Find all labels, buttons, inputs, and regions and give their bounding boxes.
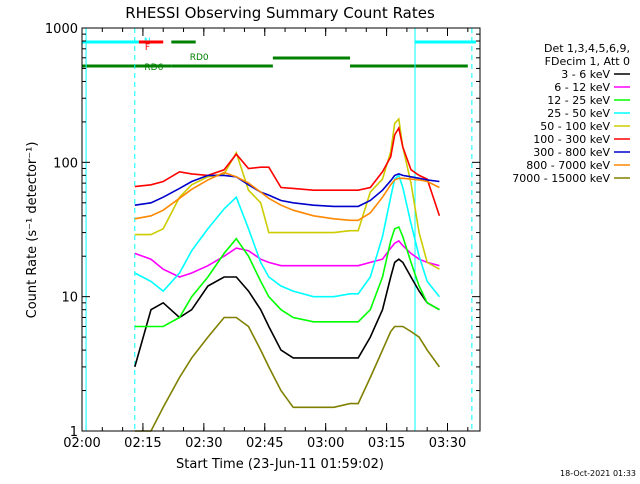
legend-entry-label: 25 - 50 keV — [547, 107, 610, 120]
series-line-3-6-kev — [134, 258, 440, 368]
x-tick-label: 03:00 — [307, 436, 344, 451]
y-tick-label: 10 — [61, 291, 78, 306]
legend-header-line: Det 1,3,4,5,6,9, — [544, 42, 630, 55]
vertical-markers-layer — [85, 28, 473, 431]
series-line-100-300-kev — [134, 125, 441, 217]
x-tick-label: 02:00 — [63, 436, 100, 451]
legend-entry-label: 50 - 100 keV — [540, 120, 610, 133]
series-line-25-50-kev — [134, 173, 441, 298]
y-tick-label: 1 — [70, 425, 78, 440]
x-axis-label: Start Time (23-Jun-11 01:59:02) — [176, 457, 384, 472]
flag-label: F — [145, 43, 150, 53]
series-line-7000-15000-kev — [134, 316, 441, 432]
chart-title: RHESSI Observing Summary Count Rates — [125, 4, 435, 22]
legend-header-line: FDecim 1, Att 0 — [545, 55, 630, 68]
x-tick-label: 03:30 — [429, 436, 466, 451]
flag-label: RD0 — [190, 53, 209, 63]
plot-frame — [81, 27, 481, 432]
y-tick-label: 1000 — [45, 22, 78, 37]
series-layer — [134, 117, 441, 432]
axes-layer: 02:00 02:15 02:30 02:45 03:00 03:15 03:30 1 10 10… — [45, 22, 480, 451]
flag-bars-layer: NFRD6RD0 — [82, 37, 476, 73]
series-line-12-25-kev — [134, 225, 440, 328]
x-tick-label: 02:45 — [246, 436, 283, 451]
x-tick-label: 02:15 — [124, 436, 161, 451]
legend-entry-label: 800 - 7000 keV — [526, 159, 610, 172]
y-tick-label: 100 — [53, 156, 78, 171]
series-line-300-800-kev — [134, 173, 440, 208]
flag-label: RD6 — [144, 63, 163, 73]
series-line-6-12-kev — [134, 239, 440, 278]
legend-entry-label: 6 - 12 keV — [554, 81, 610, 94]
legend: Det 1,3,4,5,6,9,FDecim 1, Att 03 - 6 keV… — [512, 42, 630, 185]
series-line-800-7000-kev — [134, 171, 440, 222]
legend-entry-label: 3 - 6 keV — [561, 68, 610, 81]
legend-entry-label: 12 - 25 keV — [547, 94, 610, 107]
y-axis-label: Count Rate (s⁻¹ detector⁻¹) — [25, 142, 40, 319]
legend-entry-label: 7000 - 15000 keV — [512, 172, 610, 185]
render-timestamp: 18-Oct-2021 01:33 — [560, 469, 636, 478]
x-tick-label: 03:15 — [368, 436, 405, 451]
x-tick-label: 02:30 — [185, 436, 222, 451]
legend-entry-label: 300 - 800 keV — [533, 146, 610, 159]
legend-entry-label: 100 - 300 keV — [533, 133, 610, 146]
